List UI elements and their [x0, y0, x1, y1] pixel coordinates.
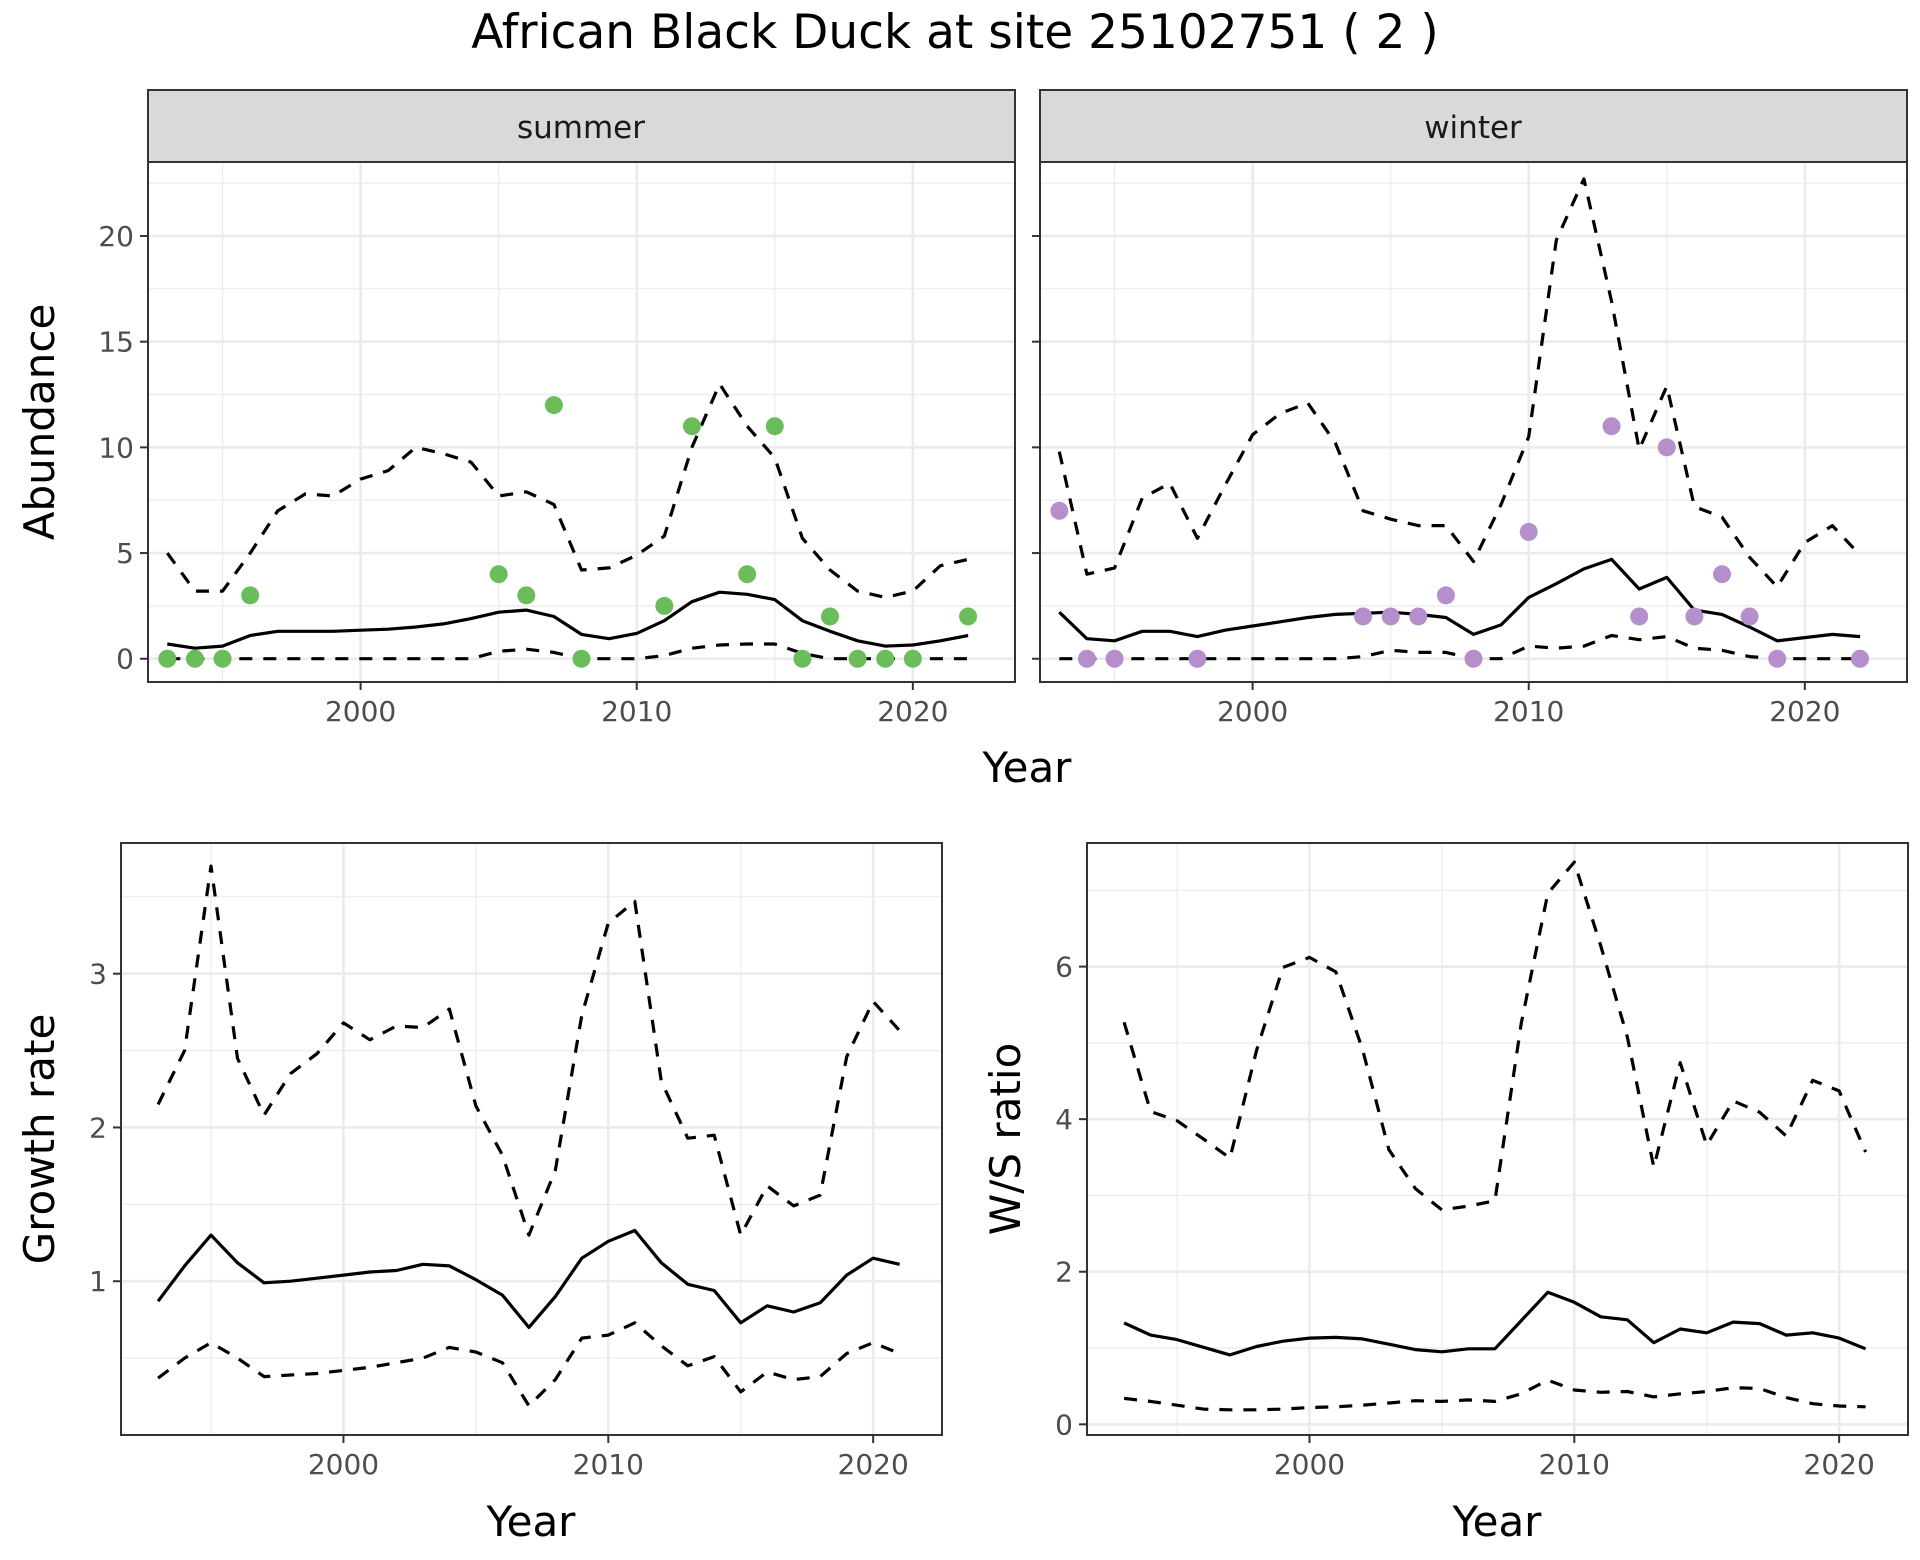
data-point — [682, 417, 701, 436]
data-point — [1050, 501, 1069, 520]
strip-summer-label: summer — [517, 110, 645, 146]
y-tick-label: 0 — [116, 643, 134, 676]
x-tick-label: 2000 — [308, 1448, 379, 1481]
data-point — [517, 586, 536, 605]
data-point — [241, 586, 260, 605]
ci-bound-line — [157, 1321, 901, 1408]
data-point — [1077, 649, 1096, 668]
x-tick-label: 2010 — [1493, 695, 1564, 728]
strip-summer — [147, 89, 1016, 163]
y-tick-label: 15 — [98, 326, 134, 359]
x-tick-label: 2000 — [325, 695, 396, 728]
x-tick-label: 2020 — [1804, 1448, 1875, 1481]
plot-border-ratio — [1086, 842, 1909, 1436]
mean-line — [1058, 557, 1861, 643]
data-point — [1436, 586, 1455, 605]
y-tick-label: 6 — [1055, 951, 1073, 984]
strip-winter-label: winter — [1424, 110, 1522, 146]
y-tick-label: 2 — [89, 1111, 107, 1144]
data-point — [1713, 565, 1732, 584]
plot-border-winter — [1039, 161, 1908, 683]
x-tick-label: 2010 — [573, 1448, 644, 1481]
panel-growth: Year Growth rate 2000 2010 2020 1 2 3 — [15, 842, 943, 1546]
y-tick-label: 5 — [116, 537, 134, 570]
x-axis-label-top: Year — [982, 743, 1073, 792]
data-point — [1519, 522, 1538, 541]
x-tick-label: 2010 — [1539, 1448, 1610, 1481]
data-point — [1105, 649, 1124, 668]
y-tick-label: 10 — [98, 431, 134, 464]
data-point — [1188, 649, 1207, 668]
y-tick-label: 4 — [1055, 1103, 1073, 1136]
data-point — [876, 649, 895, 668]
data-point — [738, 565, 757, 584]
ci-bound-line — [1123, 1378, 1866, 1412]
data-point — [489, 565, 508, 584]
y-axis-label-ratio: W/S ratio — [981, 1043, 1030, 1236]
data-point — [1602, 417, 1621, 436]
ci-bound-line — [1059, 633, 1861, 661]
x-tick-label: 2020 — [838, 1448, 909, 1481]
mean-line — [156, 1228, 900, 1330]
mean-line — [1123, 1290, 1867, 1357]
x-tick-label: 2000 — [1274, 1448, 1345, 1481]
x-tick-label: 2000 — [1217, 695, 1288, 728]
plot-area-ratio — [1087, 843, 1908, 1435]
data-point — [1464, 649, 1483, 668]
ci-bound-line — [1122, 860, 1868, 1212]
data-point — [1740, 607, 1759, 626]
data-point — [1381, 607, 1400, 626]
data-point — [821, 607, 840, 626]
y-tick-label: 1 — [89, 1265, 107, 1298]
figure-title: African Black Duck at site 25102751 ( 2 … — [471, 5, 1438, 60]
data-point — [1851, 649, 1870, 668]
plot-area-winter — [1040, 162, 1907, 682]
data-point — [903, 649, 922, 668]
plot-area-summer — [148, 162, 1015, 682]
data-point — [544, 396, 563, 415]
panel-ratio: Year W/S ratio 2000 2010 2020 0 2 4 6 — [981, 842, 1909, 1546]
y-tick-label: 3 — [89, 958, 107, 991]
x-tick-label: 2010 — [601, 695, 672, 728]
data-point — [185, 649, 204, 668]
y-tick-label: 20 — [98, 220, 134, 253]
data-point — [1768, 649, 1787, 668]
panel-winter: winter 2000 2010 2020 — [1032, 89, 1908, 728]
ci-bound-line — [156, 864, 901, 1237]
data-point — [1409, 607, 1428, 626]
data-point — [1354, 607, 1373, 626]
panel-summer: summer 2000 2010 2020 0 5 10 15 20 — [98, 89, 1016, 728]
data-point — [1657, 438, 1676, 457]
x-tick-label: 2020 — [1769, 695, 1840, 728]
data-point — [158, 649, 177, 668]
data-point — [1630, 607, 1649, 626]
data-point — [655, 596, 674, 615]
y-axis-label-growth: Growth rate — [15, 1014, 64, 1265]
data-point — [793, 649, 812, 668]
plot-border-growth — [120, 842, 943, 1436]
data-point — [959, 607, 978, 626]
y-axis-label-top: Abundance — [15, 304, 64, 541]
plot-area-growth — [121, 843, 942, 1435]
strip-winter — [1039, 89, 1908, 163]
data-point — [213, 649, 232, 668]
x-axis-label-growth: Year — [486, 1497, 577, 1546]
data-point — [572, 649, 591, 668]
ci-bound-line — [1057, 177, 1862, 589]
data-point — [1685, 607, 1704, 626]
y-tick-label: 0 — [1055, 1408, 1073, 1441]
mean-line — [167, 590, 969, 650]
x-tick-label: 2020 — [877, 695, 948, 728]
data-point — [848, 649, 867, 668]
x-axis-label-ratio: Year — [1452, 1497, 1543, 1546]
ci-bound-line — [167, 642, 969, 661]
ci-bound-line — [166, 382, 969, 600]
data-point — [765, 417, 784, 436]
y-tick-label: 2 — [1055, 1256, 1073, 1289]
plot-border-summer — [147, 161, 1016, 683]
